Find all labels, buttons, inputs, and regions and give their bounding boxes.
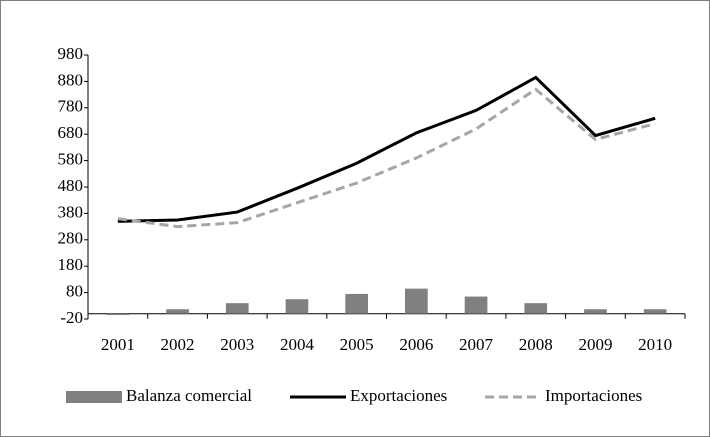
y-tick-label: 980 [58,44,84,63]
y-tick-label: 680 [58,123,84,142]
bar [225,303,249,314]
y-tick-label: 880 [58,70,84,89]
bar [643,309,667,314]
bar [524,303,548,314]
bar [405,288,428,314]
x-tick-label: 2006 [399,335,433,354]
x-tick-label: 2003 [220,335,254,354]
y-tick-label: -20 [60,308,83,327]
line [117,75,656,223]
y-tick-label: 280 [58,229,84,248]
y-tick-label: 780 [58,97,84,116]
line [117,87,656,229]
y-tick-label: 480 [58,176,84,195]
y-tick-label: 380 [58,202,84,221]
x-tick-label: 2001 [101,335,135,354]
bar [584,309,607,314]
bar [464,296,488,314]
x-tick-label: 2010 [638,335,672,354]
y-tick-label: 580 [58,150,84,169]
x-tick-label: 2002 [161,335,195,354]
legend-label: Exportaciones [350,386,447,405]
x-tick-label: 2007 [459,335,494,354]
x-tick-label: 2004 [280,335,315,354]
bar [345,293,368,314]
bar [106,313,130,316]
bar [285,299,309,314]
x-tick-label: 2009 [578,335,612,354]
legend-swatch [66,391,122,403]
x-tick-label: 2008 [519,335,553,354]
legend-label: Balanza comercial [126,386,252,405]
legend-label: Importaciones [545,386,642,405]
y-tick-label: 80 [66,282,83,301]
x-tick-label: 2005 [340,335,374,354]
bar [166,309,189,314]
y-tick-label: 180 [58,255,84,274]
